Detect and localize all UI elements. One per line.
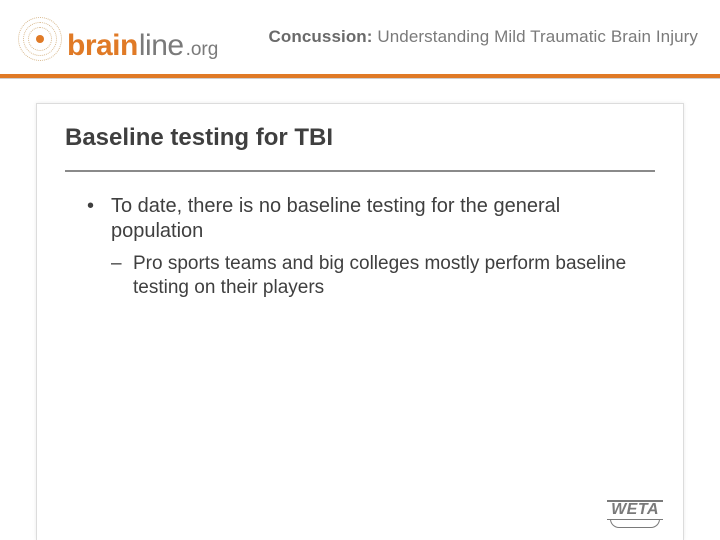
header-bar: brainline.org Concussion: Understanding …: [0, 0, 720, 78]
brand-mark-icon: [18, 17, 62, 61]
header-subtitle: Concussion: Understanding Mild Traumatic…: [269, 27, 699, 47]
footer-logo-arc-icon: [610, 519, 660, 528]
logo-text-brain: brain: [67, 29, 138, 63]
bullet-level-2: Pro sports teams and big colleges mostly…: [111, 252, 647, 300]
bullet-level-1: To date, there is no baseline testing fo…: [87, 194, 647, 244]
header-subtitle-rest: Understanding Mild Traumatic Brain Injur…: [373, 27, 698, 46]
brand-logo: brainline.org: [18, 11, 218, 63]
slide-title: Baseline testing for TBI: [65, 124, 655, 168]
slide: brainline.org Concussion: Understanding …: [0, 0, 720, 540]
content-card: Baseline testing for TBI To date, there …: [36, 103, 684, 540]
logo-text-line: line: [139, 29, 184, 63]
footer-logo: WETA: [607, 500, 663, 528]
footer-logo-text: WETA: [607, 500, 663, 520]
logo-text-org: .org: [186, 39, 219, 61]
content-area: Baseline testing for TBI To date, there …: [0, 78, 720, 540]
bullet-list: To date, there is no baseline testing fo…: [65, 172, 655, 300]
header-subtitle-bold: Concussion:: [269, 27, 373, 46]
